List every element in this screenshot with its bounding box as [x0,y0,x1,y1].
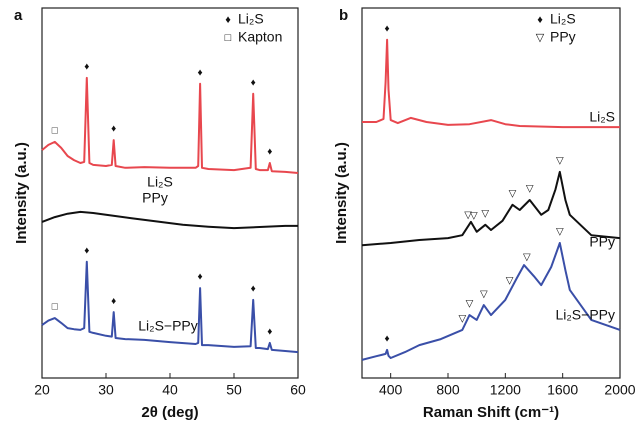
legend-symbol: ♦ [537,14,543,26]
legend-label: Li₂S [238,11,264,27]
peak-marker: □ [52,126,58,137]
series-label: Li₂S [589,109,615,125]
peak-marker: ▽ [466,299,474,310]
legend-symbol: □ [225,32,232,44]
legend-symbol: ▽ [536,32,545,44]
panel-label: a [14,7,23,24]
series-line [362,38,620,129]
legend-label: Li₂S [550,11,576,27]
series-label: Li₂S−PPy [138,318,198,334]
peak-marker: ♦ [198,67,203,78]
peak-marker: ▽ [481,208,489,219]
x-tick-label: 40 [162,382,178,398]
peak-marker: ▽ [506,275,514,286]
peak-marker: ♦ [198,272,203,283]
peak-marker: ▽ [556,227,564,238]
panel-label: b [339,7,348,24]
plot-frame [361,7,621,379]
series-line [361,242,621,361]
peak-marker: ♦ [251,284,256,295]
series-line [41,260,299,354]
y-axis-title: Intensity (a.u.) [333,142,350,244]
peak-marker: ▽ [523,252,531,263]
peak-marker: ▽ [470,210,478,221]
peak-marker: ♦ [84,62,89,73]
peak-marker: ▽ [480,289,488,300]
series-label: PPy [589,234,615,250]
peak-marker: ▽ [509,188,517,199]
x-tick-label: 2000 [604,382,635,398]
legend-label: PPy [550,29,576,45]
peak-marker: ♦ [385,23,390,34]
peak-marker: ▽ [556,156,564,167]
x-tick-label: 20 [34,382,50,398]
x-tick-label: 1200 [490,382,521,398]
peak-marker: ♦ [111,124,116,135]
x-tick-label: 50 [226,382,242,398]
peak-marker: ▽ [464,210,472,221]
peak-marker: ▽ [526,184,534,195]
series-label: Li₂S [147,174,173,190]
series-line [41,76,299,174]
x-axis-title: 2θ (deg) [141,404,198,421]
x-axis-title: Raman Shift (cm⁻¹) [423,404,559,421]
peak-marker: ♦ [251,77,256,88]
series-line [41,210,298,230]
x-tick-label: 800 [436,382,460,398]
peak-marker: □ [52,302,58,313]
peak-marker: ♦ [267,147,272,158]
x-tick-label: 1600 [547,382,578,398]
series-label: PPy [142,190,168,206]
series-label: Li₂S−PPy [555,307,615,323]
series-line [361,170,621,247]
peak-marker: ♦ [111,296,116,307]
legend-symbol: ♦ [225,14,231,26]
peak-marker: ♦ [84,245,89,256]
y-axis-title: Intensity (a.u.) [13,142,30,244]
x-tick-label: 400 [379,382,403,398]
x-tick-label: 30 [98,382,114,398]
legend-label: Kapton [238,29,282,45]
peak-marker: ▽ [458,314,466,325]
x-tick-label: 60 [290,382,306,398]
peak-marker: ♦ [267,326,272,337]
peak-marker: ♦ [385,334,390,345]
